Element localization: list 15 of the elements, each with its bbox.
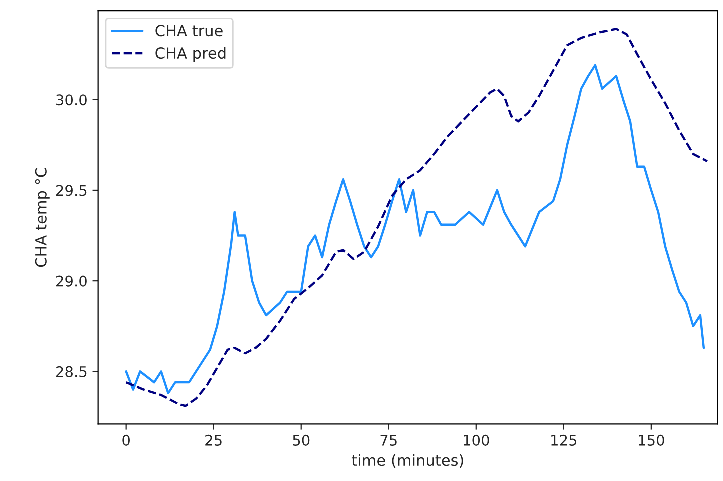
x-tick-label: 50 bbox=[293, 434, 310, 446]
x-axis-title: time (minutes) bbox=[352, 454, 464, 468]
y-tick-label: 28.5 bbox=[56, 366, 87, 378]
x-tick-label: 0 bbox=[122, 434, 130, 446]
y-tick-label: 29.0 bbox=[56, 276, 87, 287]
x-tick-label: 75 bbox=[380, 435, 397, 446]
y-axis-title: CHA temp °C bbox=[35, 168, 50, 268]
x-tick-label: 25 bbox=[206, 434, 222, 446]
legend-label: CHA pred bbox=[156, 47, 226, 62]
y-tick-label: 29.5 bbox=[56, 185, 87, 196]
x-tick-label: 100 bbox=[464, 434, 490, 446]
legend-label: CHA true bbox=[156, 25, 223, 37]
x-tick-label: 125 bbox=[552, 434, 577, 446]
y-tick-label: 30.0 bbox=[56, 94, 87, 106]
x-tick-label: 150 bbox=[639, 434, 664, 446]
